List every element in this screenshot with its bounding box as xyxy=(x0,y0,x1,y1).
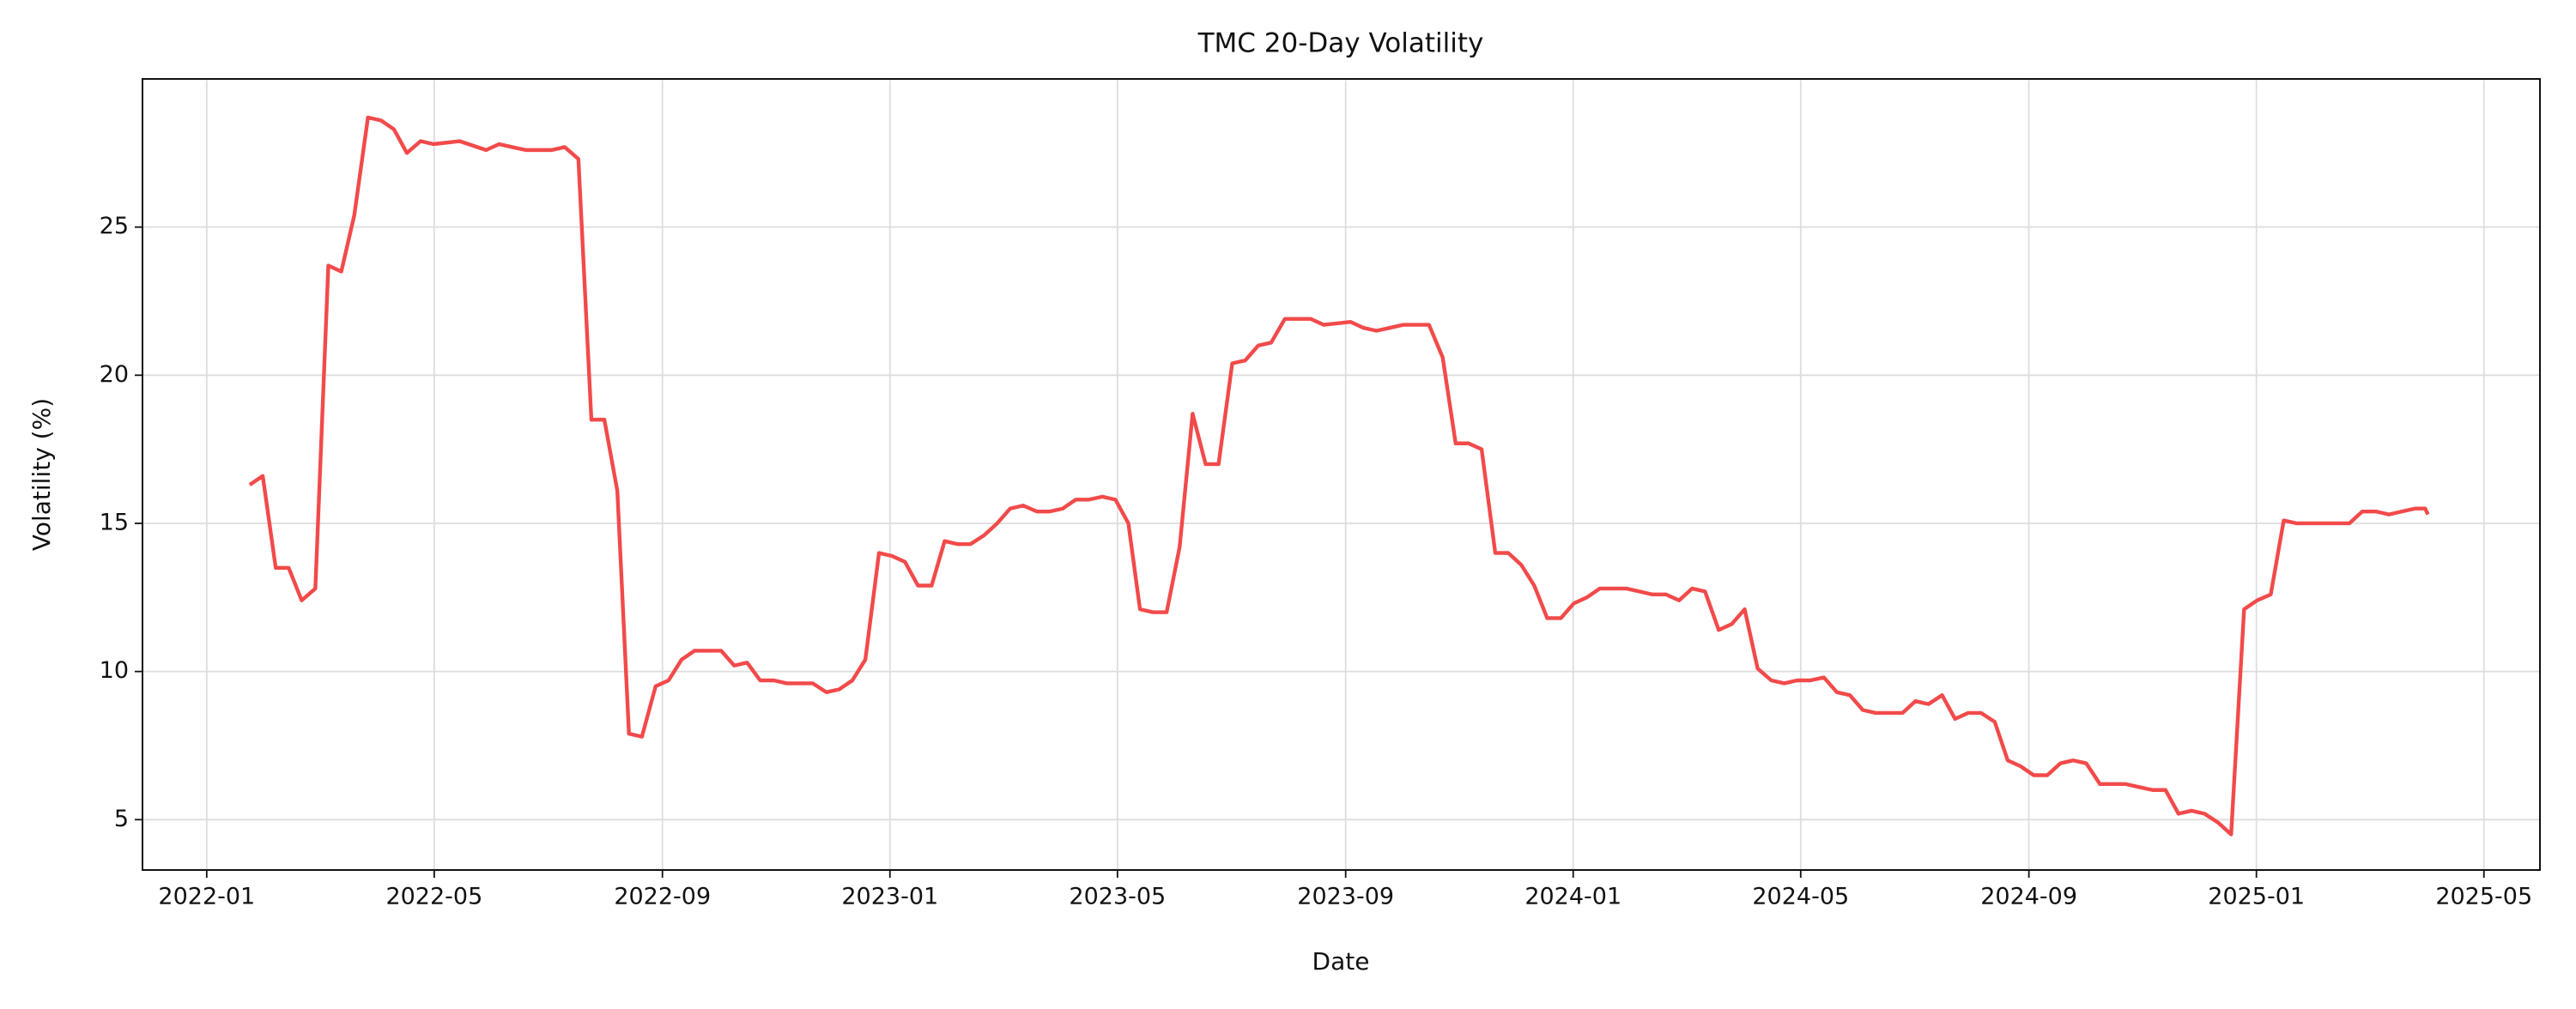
x-tick-label: 2024-05 xyxy=(1752,884,1849,910)
x-tick-label: 2025-01 xyxy=(2208,884,2305,910)
plot-frame xyxy=(142,78,2541,871)
x-tick-label: 2022-09 xyxy=(614,884,711,910)
x-tick-label: 2024-09 xyxy=(1980,884,2077,910)
y-axis-label: Volatility (%) xyxy=(27,398,56,551)
y-tick-label: 15 xyxy=(100,509,129,535)
x-tick-label: 2023-09 xyxy=(1297,884,1394,910)
x-tick-label: 2022-01 xyxy=(158,884,255,910)
x-tick-label: 2023-05 xyxy=(1069,884,1166,910)
x-tick-label: 2023-01 xyxy=(841,884,938,910)
chart-title: TMC 20-Day Volatility xyxy=(1197,28,1484,59)
data-line xyxy=(248,115,2430,837)
x-tick-label: 2025-05 xyxy=(2435,884,2532,910)
y-tick-label: 25 xyxy=(100,213,129,239)
x-axis-label: Date xyxy=(1312,947,1370,976)
y-tick-label: 5 xyxy=(114,806,129,832)
x-tick-label: 2024-01 xyxy=(1524,884,1621,910)
y-tick-label: 20 xyxy=(100,361,129,388)
x-tick-label: 2022-05 xyxy=(385,884,482,910)
y-tick-label: 10 xyxy=(100,657,129,684)
